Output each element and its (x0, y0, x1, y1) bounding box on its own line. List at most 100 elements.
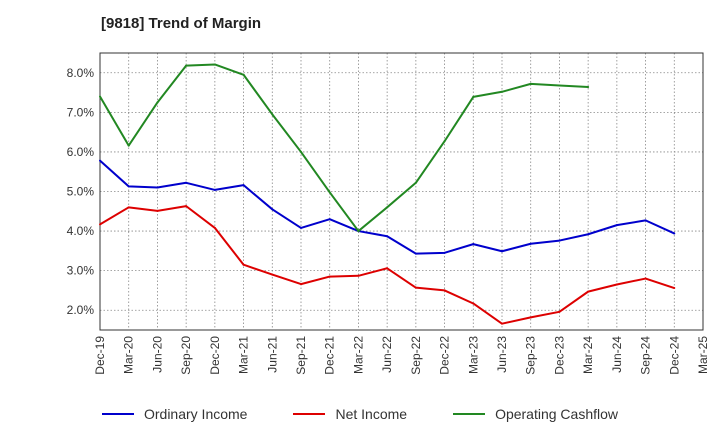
data-point-net-income (127, 206, 130, 209)
legend-item-operating-cashflow: Operating Cashflow (453, 406, 618, 422)
legend-swatch-net-income (293, 413, 326, 415)
legend-item-ordinary-income: Ordinary Income (101, 406, 248, 422)
data-point-operating-cashflow (529, 82, 532, 85)
data-point-ordinary-income (529, 242, 532, 245)
x-tick-label: Mar-20 (122, 336, 136, 374)
data-point-ordinary-income (242, 184, 245, 187)
data-point-net-income (558, 310, 561, 313)
data-point-net-income (644, 277, 647, 280)
legend-label-net-income: Net Income (335, 406, 408, 422)
data-point-operating-cashflow (501, 90, 503, 93)
data-point-operating-cashflow (386, 206, 389, 209)
data-point-ordinary-income (127, 185, 130, 188)
x-tick-label: Dec-22 (438, 336, 452, 375)
data-point-net-income (300, 283, 302, 286)
series-line-operating-cashflow (99, 63, 589, 233)
y-tick-label: 5.0% (67, 185, 95, 199)
data-point-net-income (472, 302, 475, 305)
legend-swatch-operating-cashflow (453, 413, 486, 415)
y-tick-label: 4.0% (67, 224, 95, 238)
x-tick-label: Sep-24 (639, 336, 653, 375)
data-point-ordinary-income (501, 250, 503, 253)
data-point-ordinary-income (615, 224, 618, 227)
legend-item-net-income: Net Income (293, 406, 407, 422)
x-tick-label: Sep-20 (179, 336, 193, 375)
data-point-operating-cashflow (558, 84, 561, 87)
data-point-net-income (99, 223, 101, 226)
data-point-operating-cashflow (213, 63, 216, 66)
data-point-ordinary-income (472, 243, 475, 246)
x-tick-label: Jun-24 (610, 336, 624, 373)
data-point-ordinary-income (185, 181, 188, 184)
data-point-net-income (414, 286, 417, 289)
data-point-net-income (213, 226, 216, 229)
data-point-operating-cashflow (443, 140, 446, 143)
data-point-operating-cashflow (414, 181, 417, 184)
data-point-net-income (357, 274, 360, 277)
data-point-net-income (271, 273, 274, 276)
data-point-ordinary-income (386, 235, 389, 238)
data-point-operating-cashflow (99, 95, 101, 98)
data-point-net-income (328, 275, 331, 278)
x-tick-label: Dec-21 (323, 336, 337, 375)
data-point-net-income (156, 209, 159, 212)
data-point-ordinary-income (673, 232, 676, 235)
x-tick-label: Sep-22 (409, 336, 423, 375)
data-point-operating-cashflow (300, 150, 302, 153)
data-point-net-income (587, 290, 590, 293)
y-tick-label: 7.0% (67, 105, 95, 119)
y-tick-label: 8.0% (67, 66, 95, 80)
data-point-ordinary-income (99, 159, 101, 162)
data-point-net-income (615, 283, 618, 286)
data-point-operating-cashflow (357, 230, 360, 233)
x-tick-label: Mar-24 (581, 336, 595, 374)
x-tick-label: Dec-23 (552, 336, 566, 375)
data-point-operating-cashflow (328, 191, 331, 194)
y-tick-label: 6.0% (67, 145, 95, 159)
legend-swatch-ordinary-income (101, 413, 134, 415)
data-point-operating-cashflow (127, 144, 130, 147)
x-tick-label: Dec-19 (93, 336, 107, 375)
legend-label-ordinary-income: Ordinary Income (143, 406, 248, 422)
data-point-net-income (185, 205, 188, 208)
data-point-ordinary-income (414, 252, 417, 255)
data-point-ordinary-income (644, 219, 647, 222)
x-tick-label: Jun-22 (380, 336, 394, 373)
data-point-operating-cashflow (271, 113, 274, 116)
data-point-ordinary-income (271, 208, 274, 211)
data-point-ordinary-income (328, 218, 331, 221)
legend-label-operating-cashflow: Operating Cashflow (495, 406, 619, 422)
data-point-net-income (501, 322, 503, 325)
y-tick-label: 2.0% (67, 303, 95, 317)
chart-title: [9818] Trend of Margin (101, 15, 262, 32)
data-point-net-income (529, 316, 532, 319)
legend: Ordinary Income Net Income Operating Cas… (0, 406, 720, 422)
data-point-net-income (242, 263, 245, 266)
x-tick-label: Mar-21 (237, 336, 251, 374)
data-point-operating-cashflow (587, 86, 590, 89)
data-point-ordinary-income (156, 186, 159, 189)
data-point-ordinary-income (443, 251, 446, 254)
data-point-net-income (386, 267, 389, 270)
plot-area-frame (99, 52, 704, 331)
data-point-operating-cashflow (156, 101, 159, 104)
x-tick-label: Jun-21 (265, 336, 279, 373)
data-point-operating-cashflow (242, 73, 245, 76)
data-point-operating-cashflow (472, 95, 475, 98)
x-tick-label: Sep-21 (294, 336, 308, 375)
data-point-net-income (673, 287, 676, 290)
data-point-ordinary-income (587, 233, 590, 236)
x-tick-label: Jun-20 (150, 336, 164, 373)
data-point-operating-cashflow (185, 64, 188, 67)
x-tick-label: Jun-23 (495, 336, 509, 373)
x-tick-label: Sep-23 (524, 336, 538, 375)
data-point-ordinary-income (300, 226, 302, 229)
x-tick-label: Dec-20 (208, 336, 222, 375)
x-tick-label: Dec-24 (667, 336, 681, 375)
y-tick-label: 3.0% (67, 264, 95, 278)
data-point-net-income (443, 289, 446, 292)
data-point-ordinary-income (213, 188, 216, 191)
data-point-ordinary-income (558, 239, 561, 242)
